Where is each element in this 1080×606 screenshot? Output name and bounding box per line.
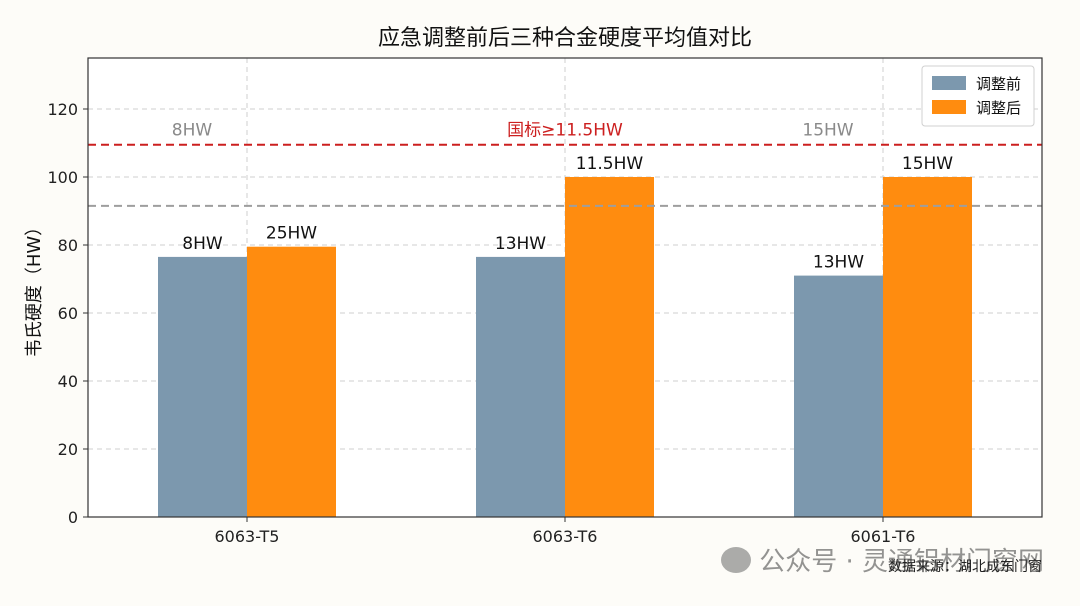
y-tick-label: 120 [47, 100, 78, 119]
x-tick-label: 6063-T5 [215, 527, 280, 546]
bar-data-label: 8HW [182, 234, 223, 254]
watermark-text: 公众号 · 灵通铝材门窗网 [759, 547, 1044, 577]
y-tick-label: 60 [58, 304, 78, 323]
bar-data-label: 13HW [495, 234, 546, 254]
annotation-label: 8HW [172, 121, 213, 141]
y-tick-label: 80 [58, 236, 78, 255]
bar-data-label: 25HW [266, 224, 317, 244]
bar-data-label: 15HW [902, 154, 953, 174]
bar-6063-T6-1 [565, 177, 654, 517]
y-tick-label: 20 [58, 440, 78, 459]
y-tick-label: 100 [47, 168, 78, 187]
y-axis-label: 韦氏硬度（HW） [24, 218, 45, 357]
bar-6063-T5-0 [158, 256, 247, 517]
legend-label-1: 调整后 [976, 99, 1021, 117]
bar-6063-T5-1 [247, 246, 336, 517]
bar-6063-T6-0 [476, 256, 565, 517]
legend-swatch-0 [932, 76, 966, 90]
legend-label-0: 调整前 [976, 75, 1021, 93]
chart-title: 应急调整前后三种合金硬度平均值对比 [378, 26, 752, 51]
bar-6061-T6-1 [883, 177, 972, 517]
legend-swatch-1 [932, 100, 966, 114]
annotation-label: 15HW [802, 121, 853, 141]
x-tick-label: 6061-T6 [851, 527, 916, 546]
bar-data-label: 11.5HW [576, 154, 644, 174]
source-note: 数据来源：湖北成东门窗 [888, 559, 1042, 575]
y-tick-label: 0 [68, 508, 78, 527]
wechat-icon [721, 546, 752, 573]
watermark: 公众号 · 灵通铝材门窗网 [721, 541, 1044, 578]
reference-line-label: 国标≥11.5HW [507, 121, 623, 141]
bar-6061-T6-0 [794, 275, 883, 517]
bar-data-label: 13HW [813, 253, 864, 273]
x-tick-label: 6063-T6 [533, 527, 598, 546]
y-tick-label: 40 [58, 372, 78, 391]
